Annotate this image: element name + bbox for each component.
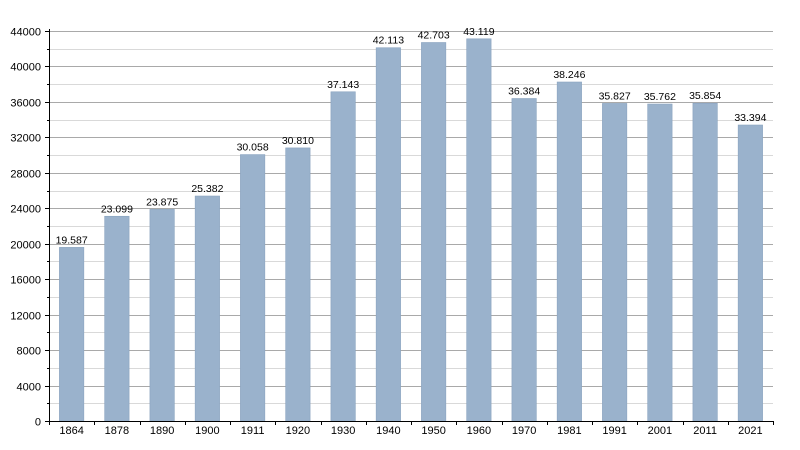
bar-1878 xyxy=(104,215,130,422)
data-label-1878: 23.099 xyxy=(101,203,133,215)
y-tick-label: 12000 xyxy=(10,311,41,323)
bar-1930 xyxy=(330,91,356,422)
x-tick-label-2011: 2011 xyxy=(693,425,717,437)
bar-2011 xyxy=(692,102,718,422)
y-tick-labels: 0 4000 8000 12000 16000 20000 24000 28000 32000 3… xyxy=(10,27,41,429)
data-label-2001: 35.762 xyxy=(644,91,676,103)
y-tick-label: 36000 xyxy=(10,98,41,110)
bar-2001 xyxy=(647,103,673,422)
bar-1960 xyxy=(466,38,492,422)
x-tick-label-1930: 1930 xyxy=(331,425,355,437)
bar-2021 xyxy=(737,124,763,422)
x-tick-label-1981: 1981 xyxy=(557,425,581,437)
y-tick-label: 4000 xyxy=(17,382,41,394)
x-tick-label-1911: 1911 xyxy=(241,425,265,437)
bar-1970 xyxy=(511,98,537,422)
bar-1900 xyxy=(194,195,220,422)
bar-1981 xyxy=(556,81,582,422)
x-tick-label-1950: 1950 xyxy=(421,425,445,437)
y-tick-label: 8000 xyxy=(17,346,41,358)
axes xyxy=(45,29,774,425)
bar-1950 xyxy=(421,42,447,422)
data-label-1970: 36.384 xyxy=(508,86,540,98)
y-tick-label: 0 xyxy=(35,417,41,429)
x-tick-label-1864: 1864 xyxy=(59,425,83,437)
bar-1911 xyxy=(240,154,266,422)
x-tick-label-1900: 1900 xyxy=(195,425,219,437)
data-label-1890: 23.875 xyxy=(146,196,178,208)
data-label-1864: 19.587 xyxy=(56,234,88,246)
x-tick-label-2021: 2021 xyxy=(738,425,762,437)
data-label-1960: 43.119 xyxy=(463,26,494,38)
data-label-1981: 38.246 xyxy=(553,69,585,81)
y-tick-label: 20000 xyxy=(10,240,41,252)
x-tick-label-1940: 1940 xyxy=(376,425,400,437)
bar-1991 xyxy=(602,103,628,422)
bar-1940 xyxy=(375,47,401,422)
bars xyxy=(59,38,763,422)
x-tick-labels: 1864 1878 1890 1900 1911 1920 1930 1940 1950 1960… xyxy=(59,425,762,437)
x-tick-label-1960: 1960 xyxy=(467,425,491,437)
data-label-2011: 35.854 xyxy=(689,90,721,102)
x-tick-label-2001: 2001 xyxy=(648,425,672,437)
data-label-2021: 33.394 xyxy=(734,112,766,124)
x-tick-label-1991: 1991 xyxy=(602,425,626,437)
data-label-1940: 42.113 xyxy=(373,35,404,47)
x-tick-label-1878: 1878 xyxy=(105,425,129,437)
y-tick-label: 24000 xyxy=(10,204,41,216)
data-labels: 19.587 23.099 23.875 25.382 30.058 30.810 37.1… xyxy=(56,26,767,247)
y-tick-label: 16000 xyxy=(10,275,41,287)
y-tick-label: 40000 xyxy=(10,62,41,74)
bar-1890 xyxy=(149,209,175,422)
data-label-1911: 30.058 xyxy=(237,142,269,154)
bar-1920 xyxy=(285,147,311,422)
data-label-1900: 25.382 xyxy=(191,183,223,195)
y-tick-label: 28000 xyxy=(10,169,41,181)
y-tick-label: 32000 xyxy=(10,133,41,145)
data-label-1950: 42.703 xyxy=(418,30,450,42)
bar-1864 xyxy=(59,247,85,422)
x-tick-label-1890: 1890 xyxy=(150,425,174,437)
data-label-1991: 35.827 xyxy=(599,90,631,102)
y-tick-label: 44000 xyxy=(10,27,41,39)
x-tick-label-1920: 1920 xyxy=(286,425,310,437)
x-tick-label-1970: 1970 xyxy=(512,425,536,437)
data-label-1930: 37.143 xyxy=(327,79,359,91)
data-label-1920: 30.810 xyxy=(282,135,314,147)
